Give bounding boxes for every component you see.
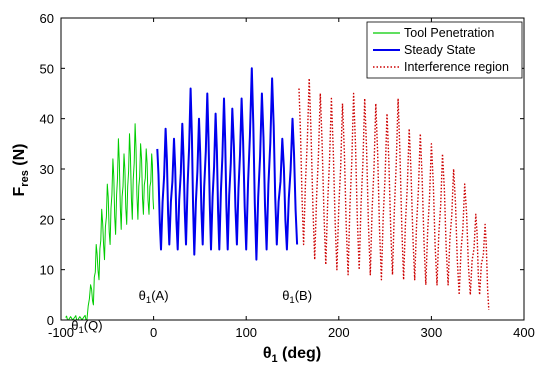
x-axis-label-unit: (deg)	[278, 345, 322, 362]
x-tick-label: 400	[513, 325, 535, 340]
annotation-base: θ	[282, 288, 289, 303]
x-axis-label-base: θ	[263, 345, 272, 362]
y-axis-label: Fres (N)	[11, 144, 31, 197]
y-axis-label-base: F	[11, 186, 28, 196]
series-line-interference-region	[298, 77, 490, 310]
x-tick-label: 200	[328, 325, 350, 340]
x-tick-label: -100	[48, 325, 74, 340]
y-axis-label-unit: (N)	[11, 144, 28, 171]
legend-label-interference-region: Interference region	[404, 60, 509, 74]
y-axis-label-sub: res	[19, 170, 31, 187]
annotation-sub: 1	[289, 295, 294, 306]
annotation-sub: 1	[79, 325, 84, 336]
legend-label-tool-penetration: Tool Penetration	[404, 26, 494, 40]
y-tick-label: 10	[40, 263, 54, 278]
legend-label-steady-state: Steady State	[404, 43, 476, 57]
annotation-layer: θ1(Q)θ1(A) θ1(B)	[71, 288, 312, 336]
y-tick-label: 50	[40, 61, 54, 76]
y-tick-label: 60	[40, 11, 54, 26]
y-tick-label: 20	[40, 212, 54, 227]
x-tick-label: 0	[150, 325, 157, 340]
y-tick-label: 0	[47, 313, 54, 328]
y-tick-label: 30	[40, 162, 54, 177]
annotation-text: (A)	[151, 288, 168, 303]
y-tick-label: 40	[40, 112, 54, 127]
x-tick-label: 300	[421, 325, 443, 340]
x-tick-label: 100	[235, 325, 257, 340]
annotation-sub: 1	[146, 295, 151, 306]
annotation-base: θ	[139, 288, 146, 303]
x-axis-label: θ1 (deg)	[263, 345, 321, 365]
annotation-label: θ1(A)	[139, 288, 169, 306]
annotation-label: θ1(Q)	[71, 318, 102, 336]
annotation-label: θ1(B)	[282, 288, 312, 306]
legend: Tool Penetration Steady State Interferen…	[366, 21, 523, 79]
annotation-base: θ	[71, 318, 78, 333]
x-axis-label-sub: 1	[271, 353, 277, 365]
annotation-text: (Q)	[84, 318, 103, 333]
series-line-steady-state	[156, 67, 299, 261]
annotation-text: (B)	[295, 288, 312, 303]
